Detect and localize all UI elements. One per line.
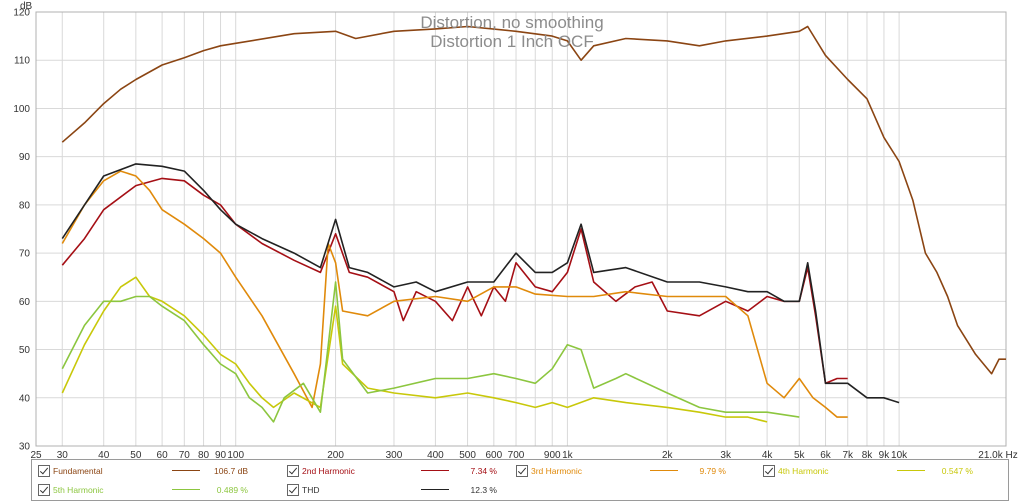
chart-title: Distortion, no smoothing [420,13,603,32]
y-axis-unit: dB [20,1,33,12]
series-line-4th-harmonic [61,276,768,423]
x-tick-label: 5k [794,450,806,461]
legend-item-3rd-harmonic: 3rd Harmonic 9.79 % [516,465,756,479]
x-tick-label: 900 [544,450,561,461]
x-tick-label: 1k [562,450,574,461]
legend-checkbox-4th-harmonic[interactable] [763,465,775,477]
x-tick-label: 6k [820,450,832,461]
legend-item-5th-harmonic: 5th Harmonic 0.489 % [38,484,278,498]
x-tick-label: 300 [386,450,403,461]
legend-value-fundamental: 106.7 dB [213,466,248,476]
x-tick-label: 8k [862,450,874,461]
y-tick-label: 30 [19,442,31,453]
legend-swatch-3rd-harmonic [650,470,678,471]
y-tick-label: 90 [19,152,31,163]
chart-subtitle: Distortion 1 Inch OCF [430,32,593,51]
x-tick-label: 100 [227,450,244,461]
x-tick-label: 400 [427,450,444,461]
x-tick-label: 60 [157,450,169,461]
legend-label-thd: THD [302,485,320,495]
series-line-thd [61,163,900,404]
chart-legend: Fundamental 106.7 dB 2nd Harmonic 7.34 % 3rd… [31,459,1009,501]
y-tick-label: 60 [19,297,31,308]
x-tick-label: 90 [215,450,227,461]
y-axis-ticks: 30 40 50 60 70 80 90 100 110 120 [13,8,30,453]
legend-value-3rd-harmonic: 9.79 % [699,466,726,476]
x-tick-label: 10k [891,450,908,461]
y-tick-label: 120 [13,8,30,19]
legend-item-thd: THD 12.3 % [287,484,527,498]
series-lines [61,25,1006,423]
legend-value-5th-harmonic: 0.489 % [216,485,248,495]
y-tick-label: 40 [19,393,31,404]
x-tick-label: 3k [720,450,732,461]
x-axis-ticks: 25 30 40 50 60 70 80 90 100 200 300 400 500 600 700 900… [30,450,1017,461]
y-tick-label: 80 [19,200,31,211]
legend-value-4th-harmonic: 0.547 % [941,466,973,476]
x-tick-label: 50 [130,450,142,461]
y-tick-label: 70 [19,249,31,260]
legend-item-4th-harmonic: 4th Harmonic 0.547 % [763,465,1003,479]
x-tick-label: 2k [662,450,674,461]
legend-label-3rd-harmonic: 3rd Harmonic [531,466,583,476]
legend-checkbox-thd[interactable] [287,484,299,496]
series-line-5th-harmonic [61,281,800,423]
legend-value-2nd-harmonic: 7.34 % [470,466,497,476]
legend-swatch-fundamental [172,470,200,471]
legend-label-2nd-harmonic: 2nd Harmonic [302,466,355,476]
legend-swatch-5th-harmonic [172,489,200,490]
y-tick-label: 100 [13,104,30,115]
x-tick-label: 600 [485,450,502,461]
chart-grid [35,11,1007,447]
series-line-3rd-harmonic [61,170,848,418]
legend-checkbox-3rd-harmonic[interactable] [516,465,528,477]
y-tick-label: 50 [19,345,31,356]
x-tick-label: 80 [198,450,210,461]
x-tick-label: 9k [879,450,891,461]
x-tick-label: 4k [762,450,774,461]
legend-checkbox-fundamental[interactable] [38,465,50,477]
x-tick-label: 200 [327,450,344,461]
x-tick-label: 7k [842,450,854,461]
legend-label-fundamental: Fundamental [53,466,103,476]
legend-checkbox-2nd-harmonic[interactable] [287,465,299,477]
x-tick-label: 700 [508,450,525,461]
x-tick-label: 30 [57,450,69,461]
x-tick-label: 70 [179,450,191,461]
x-tick-label: 40 [98,450,110,461]
legend-checkbox-5th-harmonic[interactable] [38,484,50,496]
x-tick-label: 25 [30,450,42,461]
series-line-2nd-harmonic [61,177,848,385]
legend-swatch-2nd-harmonic [421,470,449,471]
y-tick-label: 110 [14,56,30,67]
legend-swatch-thd [421,489,449,490]
x-tick-label: 21.0k Hz [978,450,1017,461]
x-tick-label: 500 [459,450,476,461]
legend-item-fundamental: Fundamental 106.7 dB [38,465,278,479]
legend-label-5th-harmonic: 5th Harmonic [53,485,104,495]
legend-swatch-4th-harmonic [897,470,925,471]
plot-frame [35,11,1007,447]
series-line-fundamental [61,25,1006,375]
legend-item-2nd-harmonic: 2nd Harmonic 7.34 % [287,465,527,479]
legend-value-thd: 12.3 % [470,485,497,495]
legend-label-4th-harmonic: 4th Harmonic [778,466,829,476]
